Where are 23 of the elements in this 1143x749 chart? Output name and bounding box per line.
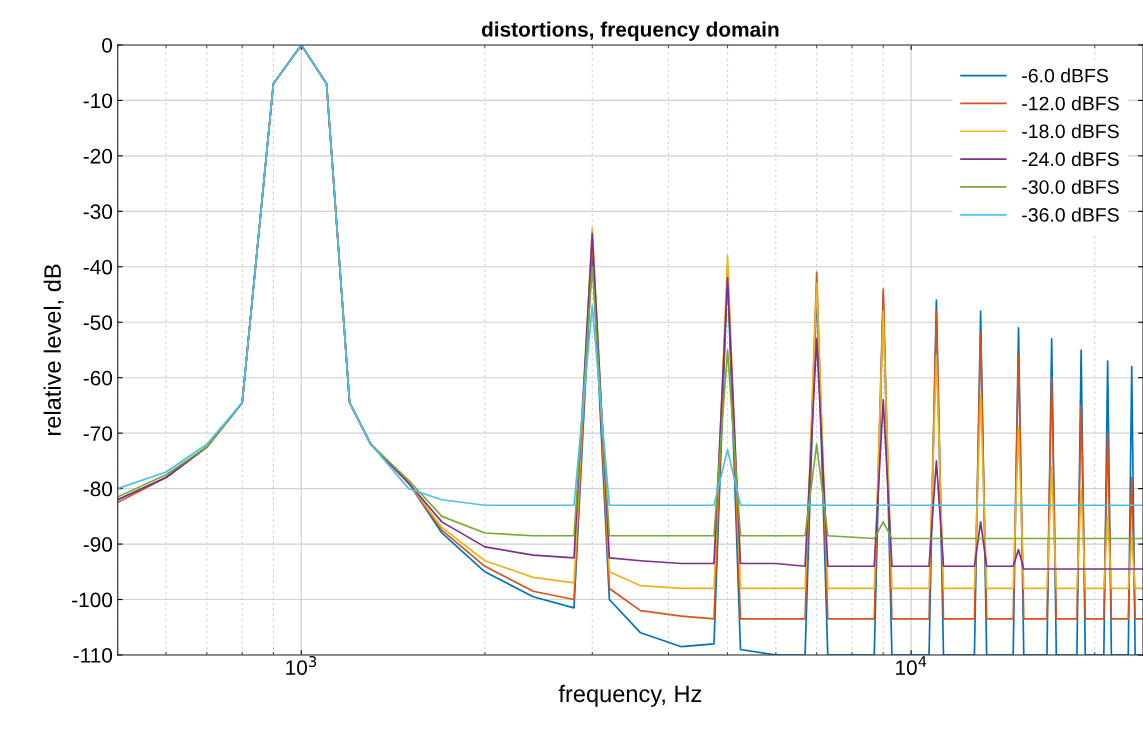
legend-label: -12.0 dBFS bbox=[1022, 96, 1119, 111]
legend-label: -30.0 dBFS bbox=[1022, 179, 1119, 194]
y-tick-label: -40 bbox=[83, 259, 113, 275]
y-tick-label: -10 bbox=[83, 93, 113, 109]
legend-label: -6.0 dBFS bbox=[1022, 68, 1108, 83]
y-tick-label: -90 bbox=[83, 537, 113, 552]
y-tick-label: -110 bbox=[73, 648, 113, 663]
y-tick-label: -70 bbox=[83, 426, 113, 441]
legend-label: -24.0 dBFS bbox=[1022, 151, 1119, 167]
x-tick-label: 10$^{4}$ bbox=[896, 656, 927, 676]
legend-label: -36.0 dBFS bbox=[1022, 207, 1119, 222]
y-axis-title: relative level, dB bbox=[43, 264, 64, 436]
y-tick-label: -30 bbox=[83, 204, 113, 220]
y-tick-label: -50 bbox=[83, 315, 113, 330]
y-tick-label: -80 bbox=[83, 481, 113, 497]
y-tick-label: -20 bbox=[83, 148, 113, 164]
x-tick-label: 10$^{3}$ bbox=[286, 656, 317, 675]
y-tick-label: 0 bbox=[102, 37, 113, 53]
legend-label: -18.0 dBFS bbox=[1022, 123, 1119, 139]
y-tick-label: -60 bbox=[83, 370, 113, 386]
chart-title: distortions, frequency domain bbox=[481, 21, 779, 41]
y-tick-label: -100 bbox=[72, 592, 113, 608]
x-axis-title: frequency, Hz bbox=[558, 684, 702, 707]
